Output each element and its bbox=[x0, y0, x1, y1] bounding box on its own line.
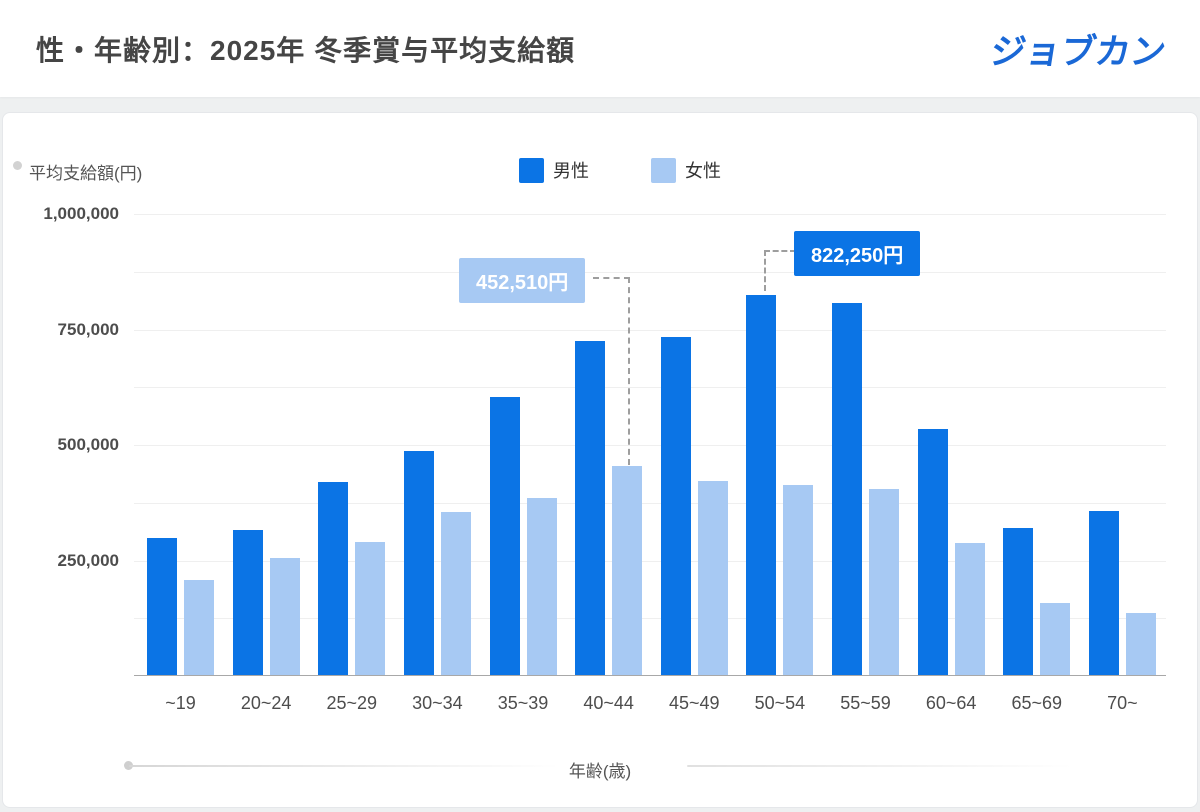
callout-connector-female bbox=[628, 277, 630, 465]
bar-female-60-64 bbox=[954, 543, 985, 675]
legend-label: 男性 bbox=[553, 161, 589, 181]
x-tick-label: 30~34 bbox=[412, 693, 463, 713]
callout-female-40-44: 452,510円 bbox=[459, 258, 586, 303]
bar-female-20-24 bbox=[269, 557, 300, 675]
gridline bbox=[134, 560, 1166, 562]
bar-female-40-44 bbox=[612, 465, 643, 675]
bar-female-35-39 bbox=[526, 497, 557, 675]
chart-card: 平均支給額(円) 男性 女性 250,000 500,000 750,000 1,000… bbox=[2, 112, 1198, 808]
bar-female-70- bbox=[1125, 613, 1156, 675]
x-tick-label: 60~64 bbox=[925, 693, 977, 713]
legend-label: 女性 bbox=[685, 161, 721, 181]
x-tick-label: 65~69 bbox=[1011, 693, 1063, 713]
x-axis-title: 年齢(歳) bbox=[568, 762, 632, 781]
x-tick-label: 25~29 bbox=[326, 693, 378, 713]
legend: 男性 女性 bbox=[519, 157, 721, 183]
bar-group--19: ~19 bbox=[147, 214, 214, 713]
decorative-line bbox=[129, 765, 559, 767]
x-tick-label: 20~24 bbox=[240, 693, 292, 713]
jobcan-logo: ジョブカン bbox=[987, 32, 1169, 71]
x-tick-label: 70~ bbox=[1107, 693, 1138, 713]
x-tick-label: 55~59 bbox=[840, 693, 891, 713]
x-tick-label: 35~39 bbox=[497, 693, 549, 713]
decorative-dot bbox=[13, 161, 22, 170]
bar-female--19 bbox=[184, 579, 214, 675]
x-tick-label: 50~54 bbox=[754, 693, 806, 713]
header: 性・年齢別：2025年 冬季賞与平均支給額 ジョブカン bbox=[0, 0, 1200, 97]
gridline bbox=[134, 387, 1166, 389]
bar-group-45-49: 45~49 bbox=[660, 214, 728, 713]
bar-male-50-54 bbox=[746, 295, 777, 675]
bar-male-40-44 bbox=[575, 341, 606, 675]
bar-female-25-29 bbox=[355, 541, 386, 675]
bar-group-20-24: 20~24 bbox=[232, 214, 300, 713]
bar-group-55-59: 55~59 bbox=[832, 214, 899, 713]
gridline bbox=[134, 329, 1166, 331]
bar-male-60-64 bbox=[917, 428, 948, 675]
bar-female-45-49 bbox=[697, 480, 728, 675]
y-tick-label: 1,000,000 bbox=[43, 204, 119, 223]
legend-swatch bbox=[651, 157, 676, 183]
bar-group-40-44: 40~44 bbox=[575, 214, 643, 713]
plot-area: ~19 20~24 25~29 30~34 35~39 40~44 45~49 50~54 55… bbox=[134, 214, 1166, 713]
callout-connector-female bbox=[593, 277, 630, 279]
bar-group-30-34: 30~34 bbox=[403, 214, 471, 713]
x-tick-label: 40~44 bbox=[583, 693, 634, 713]
bar-female-55-59 bbox=[869, 488, 899, 675]
bar-female-30-34 bbox=[440, 511, 471, 675]
legend-item-female: 女性 bbox=[651, 157, 721, 183]
y-tick-label: 500,000 bbox=[57, 435, 119, 454]
bar-male-20-24 bbox=[232, 529, 263, 675]
gridline bbox=[134, 502, 1166, 504]
bar-male-25-29 bbox=[318, 482, 349, 675]
x-tick-label: 45~49 bbox=[668, 693, 720, 713]
decorative-line bbox=[687, 765, 1073, 767]
legend-item-male: 男性 bbox=[519, 157, 589, 183]
bar-group-65-69: 65~69 bbox=[1003, 214, 1071, 713]
bar-female-65-69 bbox=[1040, 602, 1071, 675]
bar-male-70- bbox=[1088, 510, 1119, 675]
bar-female-50-54 bbox=[783, 485, 814, 675]
legend-swatch bbox=[519, 157, 544, 183]
bar-male-35-39 bbox=[489, 396, 520, 675]
page-title: 性・年齢別：2025年 冬季賞与平均支給額 bbox=[36, 34, 576, 66]
bar-group-60-64: 60~64 bbox=[917, 214, 985, 713]
bar-male-55-59 bbox=[832, 303, 862, 675]
bar-male-45-49 bbox=[660, 337, 691, 675]
gridline bbox=[134, 445, 1166, 446]
y-axis-title: 平均支給額(円) bbox=[29, 164, 143, 183]
callout-male-50-54: 822,250円 bbox=[794, 231, 921, 276]
y-tick-label: 750,000 bbox=[57, 319, 119, 339]
bar-group-35-39: 35~39 bbox=[489, 214, 557, 713]
gridline bbox=[134, 214, 1166, 215]
bar-groups: ~19 20~24 25~29 30~34 35~39 40~44 45~49 50~54 55… bbox=[134, 214, 1166, 713]
callout-connector-male bbox=[764, 250, 766, 291]
bar-group-25-29: 25~29 bbox=[318, 214, 386, 713]
decorative-dot bbox=[124, 761, 133, 770]
callout-connector-male bbox=[764, 250, 796, 252]
bar-group-70-: 70~ bbox=[1088, 214, 1156, 713]
bar-group-50-54: 50~54 bbox=[746, 214, 814, 713]
bar-male--19 bbox=[147, 538, 177, 675]
y-tick-label: 250,000 bbox=[57, 550, 119, 570]
bar-male-30-34 bbox=[403, 450, 434, 675]
bar-male-65-69 bbox=[1003, 528, 1034, 675]
gridline bbox=[134, 271, 1166, 273]
gridline bbox=[134, 618, 1166, 620]
x-tick-label: ~19 bbox=[165, 693, 196, 713]
